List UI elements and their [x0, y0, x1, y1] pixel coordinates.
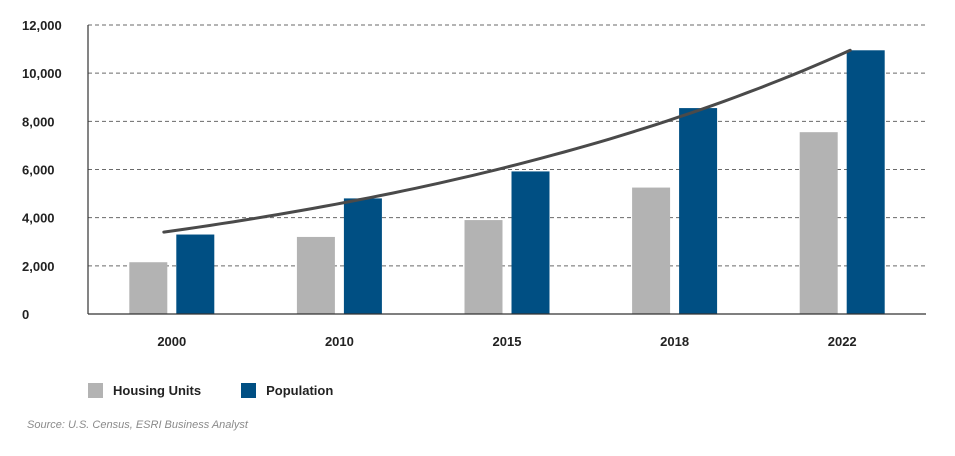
y-tick-label: 8,000 [22, 114, 55, 129]
legend-swatch-population [241, 383, 257, 398]
legend-swatch-housing-units [88, 383, 103, 398]
y-tick-label: 4,000 [22, 211, 55, 226]
x-axis: 2000 2010 2015 2018 2022 [88, 313, 926, 349]
y-tick-label: 2,000 [22, 259, 55, 274]
bar-population-2022 [846, 50, 885, 314]
bar-housing-units-2018 [632, 187, 671, 314]
x-tick-label: 2018 [660, 334, 689, 349]
bar-population-2000 [176, 234, 215, 314]
source-note: Source: U.S. Census, ESRI Business Analy… [27, 419, 248, 431]
bar-housing-units-2015 [464, 220, 503, 314]
bars [129, 50, 885, 315]
trendline [162, 48, 852, 234]
bar-population-2018 [679, 108, 718, 315]
x-tick-label: 2010 [325, 334, 354, 349]
bar-housing-units-2022 [799, 132, 838, 314]
y-tick-label: 12,000 [22, 18, 62, 33]
x-tick-label: 2015 [493, 334, 522, 349]
y-tick-label: 10,000 [22, 66, 62, 81]
x-tick-label: 2022 [828, 334, 857, 349]
legend-label-housing-units: Housing Units [113, 383, 202, 398]
bar-population-2015 [511, 171, 550, 314]
legend: Housing Units Population [88, 383, 373, 398]
x-tick-label: 2000 [157, 334, 186, 349]
y-axis: 0 2,000 4,000 6,000 8,000 10,000 12,000 [22, 18, 89, 322]
bar-housing-units-2000 [129, 262, 168, 314]
legend-item-population: Population [241, 383, 333, 398]
legend-item-housing-units: Housing Units [88, 383, 201, 398]
bar-housing-units-2010 [296, 236, 335, 314]
y-tick-label: 6,000 [22, 163, 55, 178]
bar-population-2010 [343, 198, 382, 314]
legend-label-population: Population [266, 383, 334, 398]
trendline-group [162, 48, 852, 234]
y-tick-label: 0 [22, 307, 29, 322]
